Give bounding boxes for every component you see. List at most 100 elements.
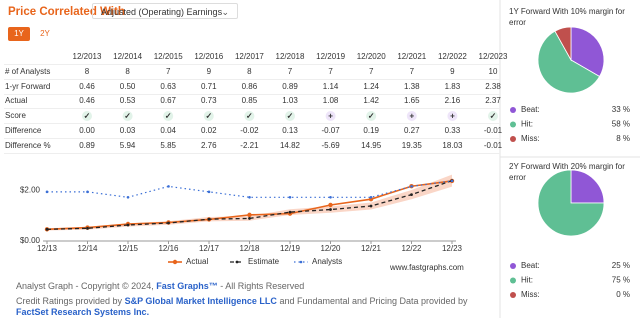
legend-label: Actual — [186, 257, 208, 266]
x-tick-label: 12/16 — [158, 244, 179, 253]
cell: 0.86 — [242, 82, 258, 91]
column-header: 12/2016 — [194, 52, 223, 61]
column-header: 12/2018 — [276, 52, 305, 61]
series-line — [47, 180, 453, 198]
footer-text: Credit Ratings provided by — [16, 296, 125, 306]
title: Price Correlated With — [8, 6, 125, 18]
point — [207, 217, 211, 221]
cell: 1.08 — [323, 96, 339, 105]
cell: + — [328, 112, 333, 121]
cell: 1.65 — [404, 96, 420, 105]
point — [248, 217, 251, 220]
legend-label: Hit: — [521, 276, 533, 285]
footer-link[interactable]: S&P Global Market Intelligence LLC — [124, 296, 277, 306]
cell: 0.46 — [79, 96, 95, 105]
cell: 0.50 — [120, 82, 136, 91]
cell: ✓ — [368, 112, 375, 121]
x-tick-label: 12/19 — [280, 244, 301, 253]
score-badge — [244, 111, 255, 121]
column-header: 12/2022 — [438, 52, 467, 61]
legend-label: Beat: — [521, 105, 540, 114]
cell: 8 — [85, 67, 90, 76]
legend-swatch — [299, 260, 303, 264]
x-tick-label: 12/18 — [239, 244, 260, 253]
pie-slice — [570, 169, 605, 204]
score-badge — [285, 111, 295, 121]
legend-swatch — [235, 260, 239, 264]
legend-value: 33 % — [612, 105, 630, 114]
cell: ✓ — [124, 112, 131, 121]
point — [45, 227, 49, 231]
dropdown-label: Adjusted (Operating) Earnings — [101, 7, 223, 17]
point — [167, 221, 170, 225]
y-tick-label: $2.00 — [20, 185, 41, 194]
y-tick-label: $0.00 — [20, 236, 41, 245]
column-header: 12/2021 — [397, 52, 426, 61]
cell: 7 — [369, 67, 374, 76]
footer-link[interactable]: FactSet Research Systems Inc. — [16, 307, 150, 317]
footer-text: Analyst Graph - Copyright © 2024, — [16, 281, 157, 291]
cell: 1.24 — [363, 82, 379, 91]
cell: 14.95 — [361, 141, 382, 150]
cell: 0.00 — [79, 126, 95, 135]
cell: 5.94 — [120, 141, 136, 150]
watermark: www.fastgraphs.com — [389, 263, 464, 272]
tab[interactable]: 2Y — [40, 29, 50, 38]
point — [167, 185, 170, 188]
footer-link[interactable]: Fast Graphs™ — [156, 281, 218, 291]
point — [288, 210, 292, 214]
cell: 0.19 — [363, 126, 379, 135]
point — [248, 196, 251, 199]
legend-label: Miss: — [521, 290, 540, 299]
cell: -0.01 — [484, 126, 503, 135]
score-badge — [406, 111, 417, 121]
score-badge — [82, 111, 92, 121]
cell: 0.85 — [242, 96, 258, 105]
score-badge — [203, 111, 214, 121]
legend-dot — [510, 107, 516, 113]
point — [369, 196, 373, 199]
cell: 2.37 — [485, 96, 501, 105]
point — [247, 212, 252, 218]
legend-dot — [510, 277, 516, 284]
cell: 0.63 — [160, 82, 176, 91]
cell: 2.16 — [445, 96, 461, 105]
cell: 7 — [328, 67, 333, 76]
dropdown[interactable]: Adjusted (Operating) Earnings ⌄ — [92, 3, 238, 19]
cell: 1.14 — [323, 82, 339, 91]
legend-label: Analysts — [312, 257, 342, 266]
cell: 0.13 — [282, 126, 298, 135]
x-tick-label: 12/23 — [442, 244, 463, 253]
cell: 2.76 — [201, 141, 217, 150]
cell: 0.89 — [79, 141, 95, 150]
column-header: 12/2015 — [154, 52, 183, 61]
score-badge — [488, 111, 498, 121]
point — [329, 196, 332, 199]
row-label: Score — [5, 111, 26, 120]
pie-slice — [570, 26, 605, 78]
cell: 0.73 — [201, 96, 217, 105]
series-line — [46, 180, 453, 231]
legend-label: Estimate — [248, 257, 280, 266]
legend-label: Hit: — [521, 120, 533, 129]
x-tick-label: 12/21 — [361, 244, 382, 253]
row-label: 1-yr Forward — [5, 82, 50, 91]
legend-dot — [510, 136, 516, 142]
x-tick-label: 12/13 — [37, 244, 58, 253]
cell: 0.03 — [120, 126, 136, 135]
cell: 9 — [207, 67, 212, 76]
cell: 19.35 — [402, 141, 423, 150]
cell: ✓ — [490, 112, 497, 121]
point — [450, 179, 454, 183]
point — [45, 190, 49, 194]
series-line — [46, 180, 453, 230]
point — [86, 190, 89, 194]
tab[interactable]: 1Y — [8, 27, 30, 41]
x-tick-label: 12/15 — [118, 244, 139, 253]
legend-label: Beat: — [521, 261, 540, 270]
column-header: 12/2017 — [235, 52, 264, 61]
cell: + — [409, 112, 414, 121]
row-label: Actual — [5, 96, 27, 105]
column-header: 12/2019 — [316, 52, 345, 61]
